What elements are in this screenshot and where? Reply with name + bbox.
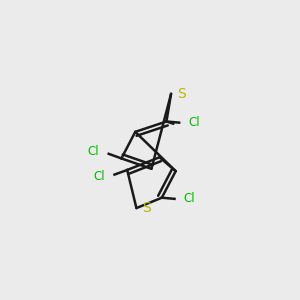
Text: Cl: Cl (184, 192, 195, 206)
Text: S: S (142, 201, 151, 215)
Text: Cl: Cl (94, 170, 105, 183)
Text: S: S (177, 87, 186, 101)
Text: Cl: Cl (188, 116, 200, 129)
Text: Cl: Cl (88, 145, 100, 158)
